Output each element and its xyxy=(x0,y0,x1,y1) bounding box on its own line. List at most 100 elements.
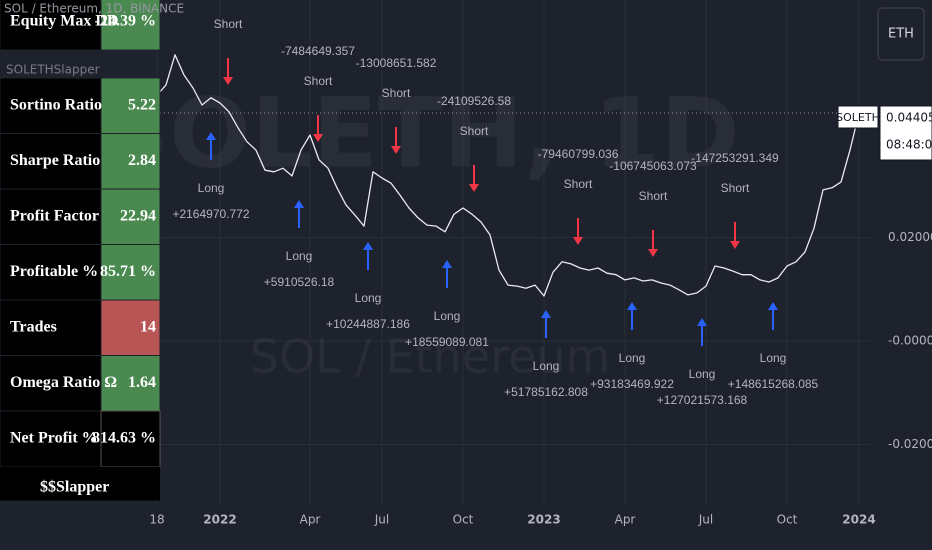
short-label: Short xyxy=(382,86,411,100)
long-arrow-head xyxy=(768,302,778,310)
short-label: Short xyxy=(214,17,243,31)
short-label: Short xyxy=(721,181,750,195)
long-arrow-head xyxy=(697,318,707,326)
x-tick-label: Apr xyxy=(300,513,321,527)
long-label: Long xyxy=(286,249,313,263)
stats-table: Equity Max DD-24.39 % Sortino Ratio 5.22 Sh… xyxy=(0,0,161,501)
x-tick-label: Jul xyxy=(698,513,713,527)
short-label: Short xyxy=(564,177,593,191)
x-tick-label: 2024 xyxy=(842,513,875,527)
label-cell xyxy=(0,0,102,51)
short-amount: -79460799.036 xyxy=(538,147,619,161)
short-label: Short xyxy=(639,189,668,203)
row-label: Net Profit % xyxy=(10,429,98,446)
label-cell xyxy=(0,77,102,134)
x-tick-label: Oct xyxy=(777,513,798,527)
long-amount: +127021573.168 xyxy=(657,393,748,407)
last-price-label: 0.04405 xyxy=(886,111,932,125)
long-amount: +93183469.922 xyxy=(590,377,674,391)
short-arrow-head xyxy=(469,184,479,192)
row-value: 22.94 xyxy=(120,207,156,224)
footer-cell xyxy=(0,466,160,501)
table-footer: $$Slapper xyxy=(40,479,109,496)
row-label: Profitable % xyxy=(10,263,98,280)
row-label: Profit Factor xyxy=(10,207,99,224)
legend-strip xyxy=(0,50,101,78)
long-label: Long xyxy=(198,181,225,195)
currency-button[interactable] xyxy=(877,7,925,61)
long-amount: +18559089.081 xyxy=(405,335,489,349)
x-tick-label: 18 xyxy=(149,513,164,527)
long-label: Long xyxy=(760,351,787,365)
long-label: Long xyxy=(533,359,560,373)
row-label: Trades xyxy=(10,318,57,335)
row-label: Equity Max DD xyxy=(10,13,118,30)
short-label: Short xyxy=(304,74,333,88)
long-arrow-head xyxy=(541,310,551,318)
countdown: 08:48:04 xyxy=(886,138,932,152)
long-label: Long xyxy=(689,367,716,381)
short-amount: -4331408.99 xyxy=(194,0,262,1)
y-tick-label: -0.02000 xyxy=(888,437,932,451)
short-arrow-head xyxy=(223,77,233,85)
long-amount: +51785162.808 xyxy=(504,385,588,399)
price-tag-box xyxy=(879,105,932,161)
short-amount: -24109526.58 xyxy=(437,94,511,108)
short-amount: -13008651.582 xyxy=(356,56,437,70)
x-tick-label: Jul xyxy=(374,513,389,527)
value-cell xyxy=(100,355,161,412)
long-label: Long xyxy=(355,291,382,305)
long-label: Long xyxy=(619,351,646,365)
long-label: Long xyxy=(434,309,461,323)
long-arrow-head xyxy=(363,242,373,250)
short-amount: -147253291.349 xyxy=(691,151,779,165)
symbol-header: SOL / Ethereum, 1D, BINANCE xyxy=(4,2,184,16)
value-cell xyxy=(100,0,161,51)
y-tick-label: 0.02000 xyxy=(888,230,932,244)
long-arrow-head xyxy=(294,200,304,208)
short-amount: -106745063.073 xyxy=(609,159,697,173)
plot: Long +2164970.772 -4331408.99 Short Long +591… xyxy=(0,0,860,407)
x-tick-label: 2023 xyxy=(527,513,560,527)
row-value: 814.63 % xyxy=(92,429,156,446)
currency-button-label[interactable]: ETH xyxy=(888,27,914,42)
short-label: Short xyxy=(460,124,489,138)
row-value: 2.84 xyxy=(128,152,156,169)
row-value: -24.39 % xyxy=(95,13,156,30)
long-amount: +2164970.772 xyxy=(172,207,249,221)
short-arrow-head xyxy=(313,134,323,142)
symbol-tag-box xyxy=(837,105,879,129)
value-cell xyxy=(100,244,161,301)
x-tick-label: 2022 xyxy=(203,513,236,527)
label-cell xyxy=(0,244,102,301)
short-arrow-head xyxy=(730,241,740,249)
row-value: 1.64 xyxy=(128,374,156,391)
row-value: 5.22 xyxy=(128,96,156,113)
long-amount: +10244887.186 xyxy=(326,317,410,331)
long-arrow-head xyxy=(206,132,216,140)
label-cell xyxy=(0,188,102,245)
value-cell xyxy=(100,77,161,134)
row-value: 85.71 % xyxy=(100,263,156,280)
value-cell xyxy=(100,188,161,245)
row-label: Sharpe Ratio xyxy=(10,152,100,169)
row-label: Sortino Ratio xyxy=(10,96,102,113)
indicator-name: SOLETHSlapper xyxy=(6,63,100,77)
label-cell xyxy=(0,133,102,190)
row-value: 14 xyxy=(140,318,156,335)
short-arrow-head xyxy=(648,249,658,257)
value-cell xyxy=(100,299,161,356)
long-amount: +5910526.18 xyxy=(264,275,335,289)
symbol-tag: SOLETH xyxy=(836,111,880,124)
x-tick-label: Apr xyxy=(615,513,636,527)
watermark-title: SOLETH, 1D xyxy=(100,77,740,189)
long-arrow-head xyxy=(627,302,637,310)
row-label: Omega Ratio Ω xyxy=(10,374,117,391)
price-line xyxy=(156,54,860,297)
short-arrow-head xyxy=(573,237,583,245)
long-amount: +148615268.085 xyxy=(728,377,819,391)
short-amount: -7484649.357 xyxy=(281,44,355,58)
short-arrow-head xyxy=(391,146,401,154)
